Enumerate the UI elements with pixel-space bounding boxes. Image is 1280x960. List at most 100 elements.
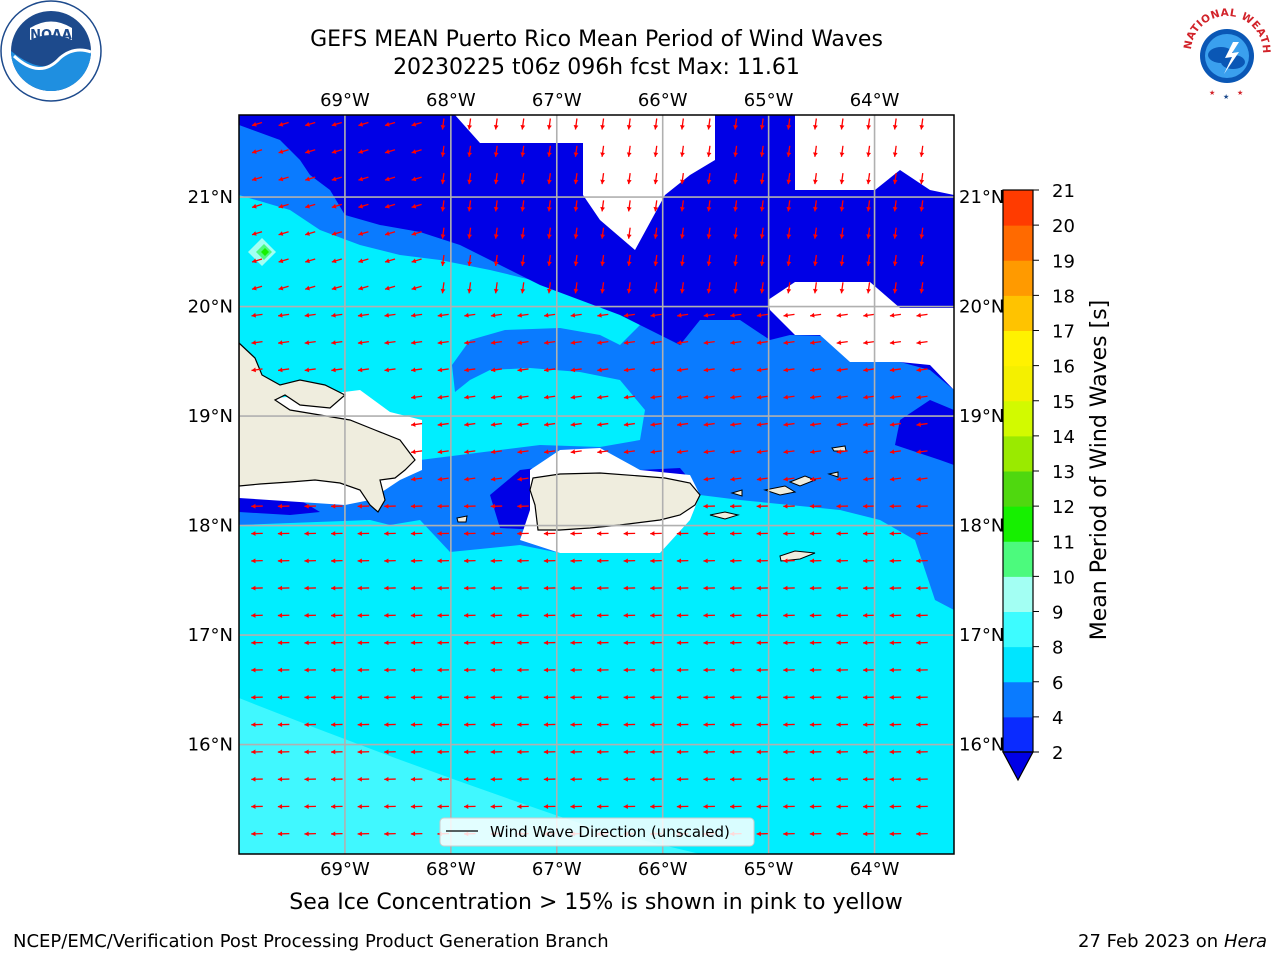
- map-gridlines: [239, 115, 954, 854]
- wave-arrow-head: [357, 804, 362, 809]
- map-frame: [238, 114, 955, 855]
- wave-arrow-head: [889, 394, 895, 400]
- wave-arrow-head: [626, 152, 632, 157]
- wave-arrow-head: [357, 340, 363, 345]
- wave-arrow-head: [650, 394, 655, 400]
- puerto-rico-land: [529, 472, 701, 531]
- wave-arrow-head: [304, 531, 309, 536]
- wave-arrow-head: [411, 258, 417, 264]
- wave-arrow-head: [410, 831, 416, 837]
- wave-arrow-head: [251, 312, 256, 318]
- wave-arrow-head: [703, 585, 708, 591]
- wave-arrow-head: [836, 667, 841, 673]
- wave-arrow-head: [706, 288, 712, 294]
- wave-arrow-head: [464, 449, 469, 455]
- wave-arrow-head: [277, 804, 283, 809]
- colorbar-tick-label: 15: [1052, 392, 1075, 413]
- wave-arrow-head: [410, 694, 416, 700]
- wave-arrow-head: [783, 804, 788, 809]
- wave-arrow-head: [517, 531, 522, 536]
- wave-arrow-head: [623, 558, 628, 564]
- wave-arrow-head: [384, 503, 389, 509]
- wave-arrow-head: [490, 503, 495, 509]
- wave-arrow-head: [623, 640, 628, 646]
- wave-arrow-head: [464, 503, 469, 509]
- wave-arrow-head: [544, 340, 549, 345]
- wave-arrow-head: [680, 288, 685, 294]
- wave-arrow-head: [467, 152, 472, 157]
- wave-arrow-head: [889, 503, 894, 509]
- wave-arrow-head: [623, 776, 628, 782]
- wave-arrow-head: [331, 258, 337, 264]
- wave-arrow-head: [251, 776, 256, 782]
- wave-arrow-head: [597, 613, 602, 618]
- wave-arrow-head: [493, 125, 499, 130]
- wave-arrow-head: [331, 558, 336, 564]
- wave-arrow-head: [437, 394, 443, 400]
- field-band-deep: [239, 115, 954, 390]
- wave-arrow-head: [783, 831, 788, 837]
- wave-arrow-head: [730, 667, 735, 673]
- wave-arrow-head: [626, 234, 632, 239]
- wave-arrow-head: [836, 394, 842, 400]
- wave-arrow-head: [892, 288, 898, 294]
- wave-arrow-head: [277, 640, 283, 646]
- arrow-legend: Wind Wave Direction (unscaled): [439, 817, 755, 847]
- wave-arrow-head: [570, 749, 575, 755]
- wave-arrow-head: [650, 340, 655, 345]
- wave-arrow-head: [464, 613, 469, 618]
- wave-arrow-head: [517, 585, 522, 591]
- wave-arrow-head: [809, 503, 815, 509]
- wave-arrow-head: [410, 558, 416, 564]
- wave-arrow-head: [278, 176, 284, 182]
- wave-arrow-head: [916, 367, 921, 373]
- lon-label-top: 65°W: [744, 90, 794, 111]
- wave-arrow-head: [490, 613, 495, 618]
- wave-arrow-head: [680, 179, 685, 185]
- wave-arrow-head: [251, 503, 256, 509]
- wave-arrow-head: [916, 831, 921, 837]
- wave-arrow-head: [889, 804, 894, 809]
- wave-arrow-head: [331, 149, 337, 154]
- wave-arrow-head: [623, 394, 629, 400]
- wave-arrow-head: [331, 231, 337, 236]
- wave-arrow-head: [783, 312, 788, 318]
- wave-arrow-head: [863, 312, 868, 318]
- wave-arrow-head: [889, 558, 894, 564]
- wave-arrow-head: [676, 722, 682, 728]
- wave-arrow-head: [277, 558, 283, 564]
- wave-arrow-head: [278, 258, 284, 264]
- wave-arrow-head: [600, 179, 605, 185]
- wave-arrow-head: [517, 340, 522, 345]
- wave-arrow-head: [809, 613, 815, 618]
- wave-arrow-head: [703, 449, 709, 455]
- wave-arrow-head: [813, 261, 818, 266]
- wave-arrow-head: [440, 261, 446, 266]
- wave-arrow-head: [384, 694, 389, 700]
- wave-arrow-head: [490, 367, 496, 373]
- wave-arrow-head: [730, 340, 735, 345]
- wave-arrow-head: [703, 722, 708, 728]
- wave-arrow-head: [919, 261, 925, 266]
- wave-arrow-head: [410, 613, 416, 618]
- wave-arrow-head: [783, 531, 788, 536]
- wave-arrow-head: [410, 640, 416, 646]
- colorbar-tick-label: 12: [1052, 497, 1075, 518]
- wave-arrow-head: [733, 206, 738, 212]
- wave-arrow-head: [916, 585, 921, 591]
- wave-arrow-head: [889, 449, 895, 455]
- wave-arrow-head: [570, 558, 575, 564]
- wave-arrow-head: [597, 558, 602, 564]
- wave-arrow-head: [570, 694, 575, 700]
- wave-arrow-head: [305, 203, 310, 209]
- wave-arrow-head: [892, 261, 898, 266]
- wave-arrow-head: [916, 394, 921, 400]
- wave-arrow-head: [892, 234, 898, 239]
- noaa-logo-icon: NOAA: [0, 0, 102, 102]
- wave-arrow-head: [278, 149, 284, 154]
- wave-arrow-head: [520, 179, 526, 185]
- wave-arrow-head: [570, 394, 576, 400]
- wave-arrow-head: [919, 179, 925, 185]
- wave-arrow-head: [573, 179, 579, 185]
